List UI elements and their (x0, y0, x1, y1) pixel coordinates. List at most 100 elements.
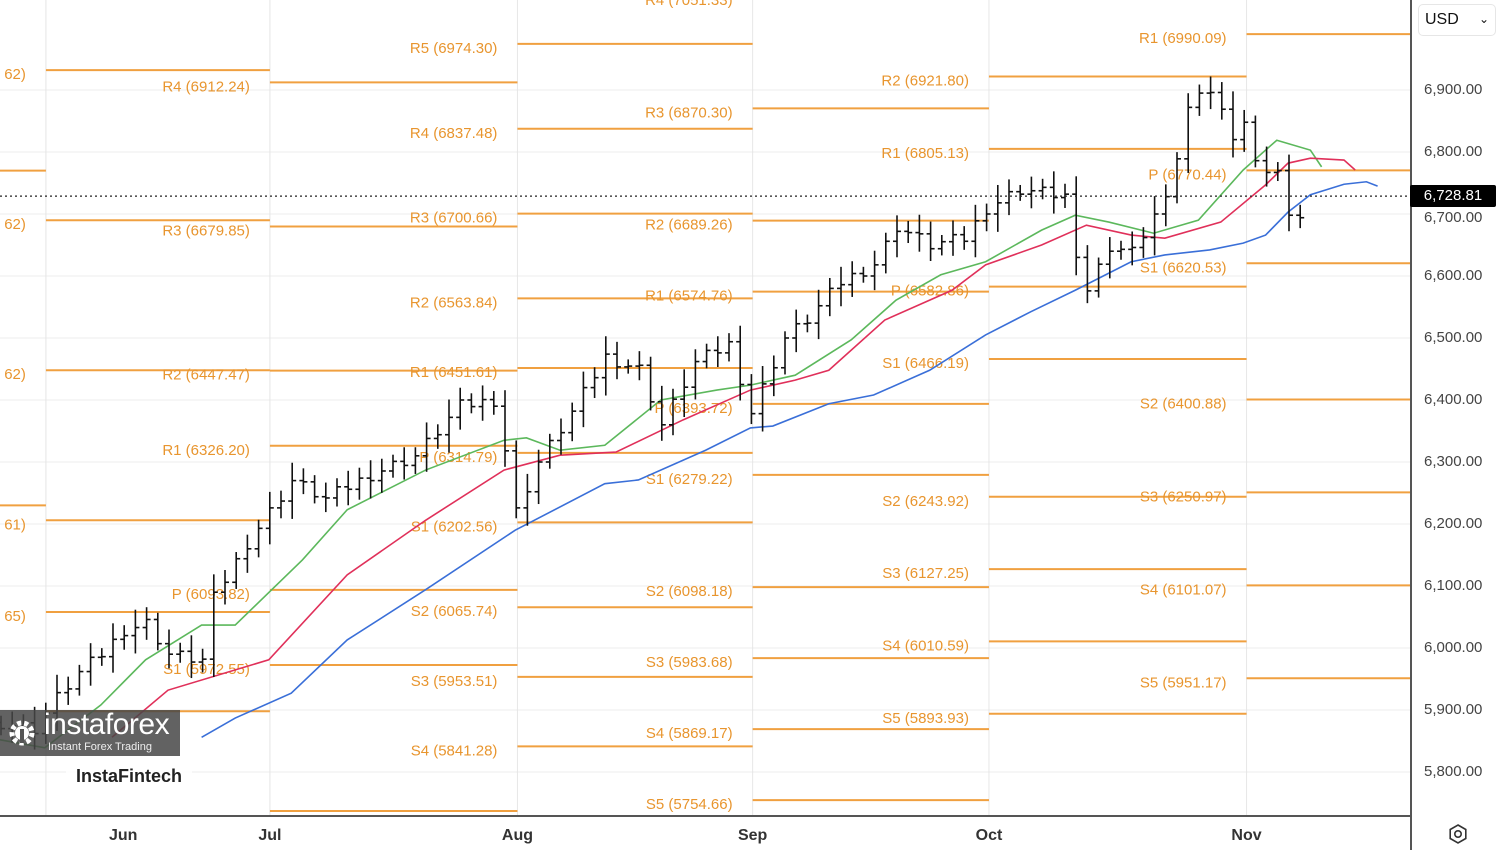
ohlc-bar (881, 232, 890, 274)
price-tick-label: 6,700.00 (1424, 209, 1483, 227)
pivot-label: R2 (6563.84) (410, 294, 498, 311)
pivot-label: R5 (6974.30) (410, 40, 498, 57)
ohlc-bar (691, 349, 700, 400)
pivot-label: S1 (6202.56) (411, 518, 498, 535)
ohlc-bar (624, 359, 633, 374)
ohlc-bar (1117, 240, 1125, 260)
month-tick-label: Oct (975, 827, 1003, 844)
pivot-label: S1 (6279.22) (646, 471, 733, 488)
pivot-label: R4 (6837.48) (410, 125, 498, 142)
pivot-label: R3 (6679.85) (162, 222, 250, 239)
price-tick-label: 6,500.00 (1424, 329, 1483, 346)
ohlc-bar (859, 266, 868, 283)
ohlc-bar (1094, 257, 1103, 298)
ohlc-bar (86, 643, 95, 686)
pivot-label: S2 (6098.18) (646, 583, 733, 600)
ohlc-bar (1251, 115, 1260, 168)
ohlc-bar (243, 534, 252, 573)
ohlc-bar (568, 402, 577, 442)
ohlc-bar (355, 467, 364, 500)
price-tick-label: 6,100.00 (1424, 577, 1483, 594)
ohlc-bar (411, 447, 420, 474)
price-tick-label: 6,400.00 (1424, 391, 1483, 408)
ohlc-bar (221, 570, 229, 605)
ohlc-bar (1027, 176, 1036, 209)
pivot-label: S4 (5841.28) (411, 742, 498, 759)
price-tick-label: 5,800.00 (1424, 763, 1483, 780)
pivot-label: 65) (4, 608, 26, 625)
pivot-label: S5 (5893.93) (882, 710, 969, 727)
pivot-label: S1 (6620.53) (1140, 259, 1227, 276)
ohlc-bar (904, 220, 913, 244)
ohlc-bar (713, 336, 722, 368)
ohlc-bar (131, 609, 140, 654)
ohlc-bar (982, 203, 991, 232)
pivot-levels: 62) 62) 62) 61) 65) R4 (6912.24) R3 (6679.85) R… (0, 0, 1410, 813)
ohlc-bar (1105, 237, 1114, 279)
price-tick-label: 5,900.00 (1424, 701, 1483, 718)
currency-select[interactable]: USD ⌄ (1418, 4, 1496, 36)
ohlc-bar (1128, 231, 1137, 266)
pivot-label: S3 (5953.51) (411, 673, 498, 690)
ohlc-bar (971, 204, 980, 258)
ohlc-bar (1150, 196, 1159, 256)
ohlc-bar (1083, 245, 1092, 304)
ohlc-bar (377, 458, 386, 493)
month-tick-label: Jun (108, 827, 138, 844)
ohlc-bar (949, 220, 957, 256)
pivot-label: S1 (5972.55) (163, 661, 250, 678)
ohlc-bar (433, 424, 442, 449)
instafintech-watermark: InstaFintech (66, 758, 192, 794)
ohlc-bar (1262, 146, 1271, 187)
ohlc-bar (109, 623, 117, 673)
ohlc-bar (445, 399, 453, 453)
ohlc-bar (512, 440, 521, 519)
ohlc-bar (299, 468, 308, 495)
ohlc-bar (75, 664, 84, 696)
ohlc-bar (601, 336, 610, 396)
price-tick-label: 6,900.00 (1424, 81, 1483, 98)
settings-gear-icon[interactable] (1448, 824, 1468, 844)
chevron-down-icon: ⌄ (1478, 12, 1489, 26)
ohlc-bar (926, 221, 935, 261)
ohlc-bar (680, 369, 689, 418)
ohlc-bar (1072, 176, 1081, 276)
ohlc-bar (870, 250, 879, 291)
price-chart[interactable]: 62) 62) 62) 61) 65) R4 (6912.24) R3 (6679.85) R… (0, 0, 1410, 815)
ohlc-bar (478, 385, 487, 421)
ohlc-bar (198, 648, 207, 673)
pivot-label: S2 (6243.92) (882, 493, 969, 510)
ohlc-bar (209, 574, 218, 678)
ohlc-bar (915, 214, 924, 252)
ohlc-bar (635, 351, 644, 381)
time-axis[interactable]: Jun Jul Aug Sep Oct Nov (0, 815, 1410, 852)
ohlc-bar (333, 478, 341, 507)
ohlc-bar (792, 309, 801, 353)
ohlc-bar (422, 422, 431, 472)
gear-logo-icon (9, 720, 35, 746)
ohlc-bar (456, 387, 465, 430)
ohlc-bar (165, 629, 173, 669)
pivot-label: P (6582.86) (891, 283, 969, 300)
ohlc-bar (389, 454, 397, 478)
pivot-label: 62) (4, 366, 26, 383)
ohlc-bar (97, 648, 106, 666)
ohlc-bar (803, 314, 812, 333)
pivot-label: R2 (6447.47) (162, 367, 250, 384)
ohlc-bar (265, 491, 274, 545)
ma-line-mid (111, 157, 1356, 738)
price-axis[interactable]: USD ⌄ 5,800.00 5,900.00 6,000.00 6,100.00 6,… (1410, 0, 1500, 850)
pivot-label: 62) (4, 216, 26, 233)
ohlc-bar (769, 355, 778, 397)
grid (0, 0, 1410, 815)
ohlc-bar (232, 552, 241, 589)
pivot-label: S1 (6466.19) (882, 355, 969, 372)
pivot-label: R3 (6870.30) (645, 104, 733, 121)
pivot-label: R4 (6912.24) (162, 78, 250, 95)
ohlc-bar (590, 367, 599, 399)
ohlc-bar (489, 391, 498, 415)
price-tick-label: 6,600.00 (1424, 267, 1483, 284)
ohlc-bar (736, 325, 745, 401)
pivot-label: P (6770.44) (1148, 166, 1226, 183)
ma-line-fast (0, 139, 1323, 749)
